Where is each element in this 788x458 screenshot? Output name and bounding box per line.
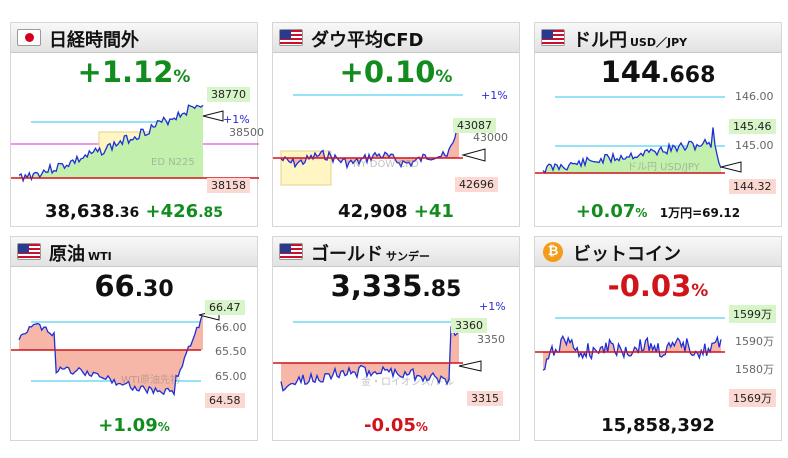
us-flag-icon bbox=[279, 29, 303, 46]
price-value: 3,335.85 bbox=[330, 269, 462, 303]
level-label: 1580万 bbox=[735, 363, 774, 376]
plus1-label: +1% bbox=[223, 113, 250, 126]
panel-header: ゴールド サンデー bbox=[273, 237, 519, 267]
level-label: 1590万 bbox=[735, 335, 774, 348]
nikkei-panel[interactable]: 日経時間外 +1.12% ED N225 38770 +1% 38500 381… bbox=[10, 22, 264, 227]
us-flag-icon bbox=[279, 243, 303, 260]
intraday-chart bbox=[273, 321, 482, 392]
chart-watermark: 金・ロイオンス/ドル bbox=[361, 377, 455, 388]
mid-label: 145.00 bbox=[735, 139, 774, 152]
plus1-label: +1% bbox=[481, 89, 508, 102]
change-percent: +0.10% bbox=[339, 55, 453, 89]
us-flag-icon bbox=[541, 29, 565, 46]
bitcoin-panel[interactable]: ₿ ビットコイン -0.03% 1599万 1590万 1580万 1569万 … bbox=[534, 236, 782, 441]
mid-label: 3350 bbox=[477, 333, 505, 346]
low-label: 42696 bbox=[455, 177, 498, 192]
level-label: 65.50 bbox=[215, 345, 247, 358]
panel-header: 原油 WTI bbox=[11, 237, 257, 267]
panel-header: ₿ ビットコイン bbox=[535, 237, 781, 267]
chart-watermark: NY DOW CFD bbox=[353, 159, 419, 170]
top-label: 146.00 bbox=[735, 90, 774, 103]
intraday-chart bbox=[11, 104, 259, 183]
bitcoin-icon: ₿ bbox=[543, 242, 563, 262]
dow-cfd-panel[interactable]: ダウ平均CFD +0.10% NY DOW CFD +1% 43087 4300… bbox=[272, 22, 520, 227]
level-label: 65.00 bbox=[215, 370, 247, 383]
high-label: 43087 bbox=[453, 118, 496, 133]
change-and-rate: +0.07% 1万円=69.12 bbox=[575, 201, 741, 222]
panel-title: ビットコイン bbox=[573, 244, 681, 265]
wti-panel[interactable]: 原油 WTI 66.30 WTI原油先物 66.47 66.00 65.50 65… bbox=[10, 236, 258, 441]
gold-panel[interactable]: ゴールド サンデー 3,335.85 金・ロイオンス/ドル +1% 3360 33… bbox=[272, 236, 520, 441]
low-label: 3315 bbox=[467, 391, 503, 406]
chart-watermark: ED N225 bbox=[151, 157, 195, 168]
panel-title: ゴールド サンデー bbox=[311, 244, 430, 265]
low-label: 1569万 bbox=[729, 389, 776, 407]
low-label: 64.58 bbox=[205, 393, 245, 408]
change-percent: +1.12% bbox=[77, 55, 191, 89]
mid-label: 43000 bbox=[473, 131, 508, 144]
mid-label: 38500 bbox=[229, 126, 264, 139]
change-percent: -0.03% bbox=[607, 269, 709, 303]
high-label: 3360 bbox=[451, 318, 487, 333]
panel-title: 日経時間外 bbox=[49, 30, 139, 51]
panel-header: ダウ平均CFD bbox=[273, 23, 519, 53]
plus1-label: +1% bbox=[479, 300, 506, 313]
us-flag-icon bbox=[17, 243, 41, 260]
price-value: 15,858,392 bbox=[601, 415, 715, 436]
price-and-change: 38,638.36 +426.85 bbox=[44, 201, 224, 222]
high-label: 1599万 bbox=[729, 305, 776, 323]
intraday-chart bbox=[535, 317, 725, 371]
change-percent: -0.05% bbox=[364, 415, 428, 436]
price-and-change: 42,908 +41 bbox=[338, 201, 454, 222]
panel-title: 原油 WTI bbox=[49, 244, 112, 265]
price-value: 66.30 bbox=[94, 269, 174, 303]
intraday-chart bbox=[11, 309, 220, 397]
high-label: 145.46 bbox=[729, 119, 776, 134]
level-label: 66.00 bbox=[215, 321, 247, 334]
panel-title: ドル円 USD／JPY bbox=[573, 30, 688, 51]
intraday-chart bbox=[535, 96, 742, 174]
intraday-chart bbox=[273, 94, 486, 186]
chart-watermark: ドル円 USD/JPY bbox=[627, 162, 700, 173]
price-value: 144.668 bbox=[600, 55, 716, 89]
low-label: 144.32 bbox=[729, 179, 776, 194]
high-label: 66.47 bbox=[205, 300, 245, 315]
change-percent: +1.09% bbox=[98, 415, 170, 436]
usdjpy-panel[interactable]: ドル円 USD／JPY 144.668 ドル円 USD/JPY 146.00 14… bbox=[534, 22, 782, 227]
high-label: 38770 bbox=[207, 87, 250, 102]
jp-flag-icon bbox=[17, 29, 41, 46]
chart-watermark: WTI原油先物 bbox=[121, 375, 180, 386]
panel-header: 日経時間外 bbox=[11, 23, 257, 53]
panel-header: ドル円 USD／JPY bbox=[535, 23, 781, 53]
panel-title: ダウ平均CFD bbox=[311, 30, 424, 51]
low-label: 38158 bbox=[207, 178, 250, 193]
